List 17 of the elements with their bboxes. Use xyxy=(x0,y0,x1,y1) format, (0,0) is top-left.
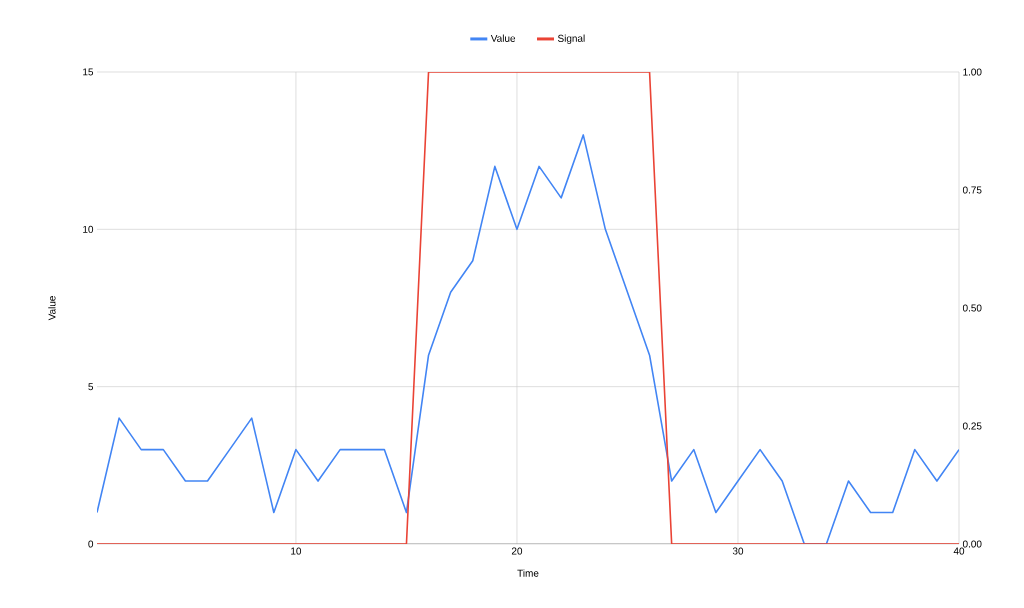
y2-tick-label: 0.25 xyxy=(962,422,982,430)
x-tick-label: 40 xyxy=(953,547,965,555)
y-axis-title: Value xyxy=(48,296,56,321)
y-tick-label: 0 xyxy=(88,540,94,548)
y-tick-label: 5 xyxy=(88,383,94,391)
legend-label: Value xyxy=(490,34,516,42)
legend-label: Signal xyxy=(557,34,585,44)
y-tick-label: 10 xyxy=(83,225,94,233)
y2-tick-label: 1.00 xyxy=(963,68,982,76)
y2-tick-label: 0.50 xyxy=(962,304,982,312)
x-tick-label: 30 xyxy=(732,547,744,555)
y-tick-label: 15 xyxy=(83,68,94,76)
x-axis-title: Time xyxy=(517,569,539,577)
x-tick-label: 20 xyxy=(511,547,523,555)
y2-tick-label: 0.75 xyxy=(962,186,982,194)
y2-tick-label: 0.00 xyxy=(962,540,982,548)
x-tick-label: 10 xyxy=(291,547,302,555)
